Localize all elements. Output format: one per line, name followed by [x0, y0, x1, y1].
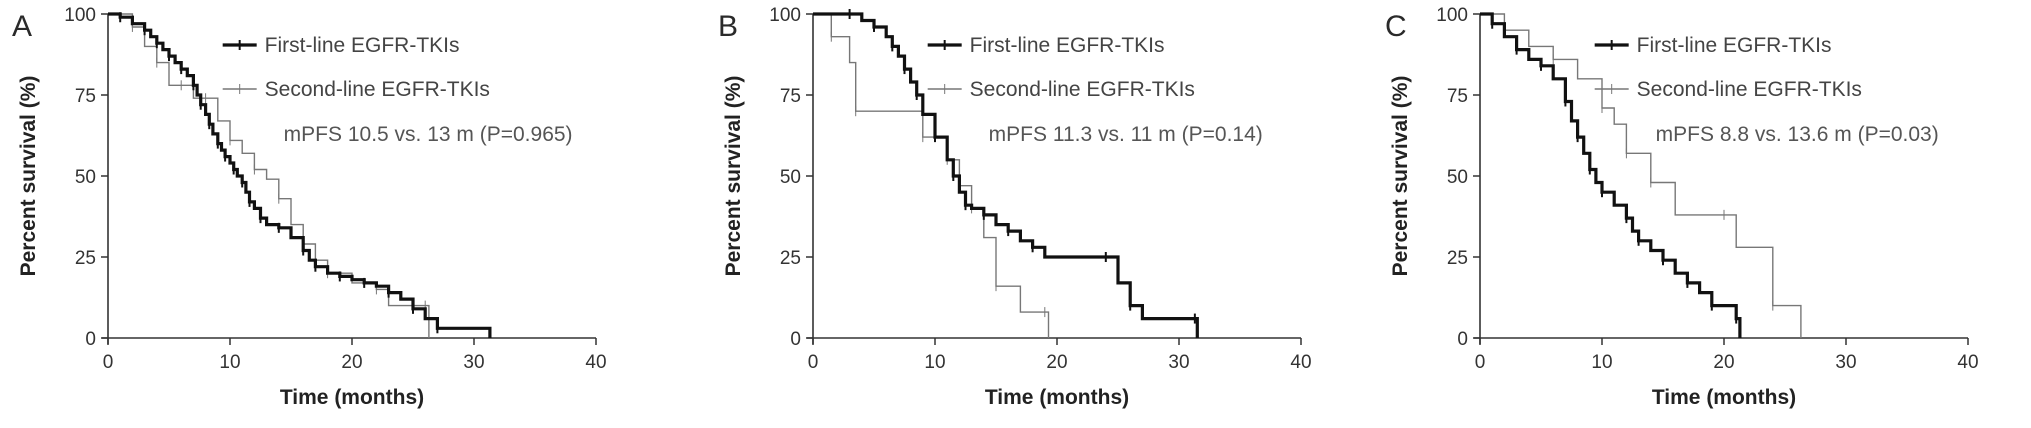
legend-label: First-line EGFR-TKIs — [1637, 34, 1832, 57]
x-tick-label: 10 — [219, 352, 240, 373]
legend-label: First-line EGFR-TKIs — [265, 34, 460, 57]
x-tick-label: 40 — [1290, 352, 1311, 373]
x-axis-title: Time (months) — [280, 386, 424, 409]
panel-letter: A — [12, 10, 32, 43]
x-tick-label: 30 — [1835, 352, 1856, 373]
x-tick-label: 40 — [1957, 352, 1978, 373]
x-tick-label: 20 — [1713, 352, 1734, 373]
series-line-second-line — [108, 13, 430, 338]
y-axis-title: Percent survival (%) — [17, 76, 40, 277]
x-tick-label: 20 — [341, 352, 362, 373]
x-tick-label: 30 — [1168, 352, 1189, 373]
y-tick-label: 25 — [1447, 248, 1468, 269]
x-axis-title: Time (months) — [985, 386, 1129, 409]
y-tick-label: 0 — [1457, 329, 1468, 350]
panel-b: B 0 25 50 75 100 0 10 20 30 40 Time (months) Percent… — [718, 5, 1312, 409]
y-tick-label: 50 — [75, 167, 96, 188]
panel-letter: B — [718, 10, 738, 43]
x-tick-label: 10 — [1591, 352, 1612, 373]
mpfs-annotation: mPFS 11.3 vs. 11 m (P=0.14) — [989, 123, 1263, 146]
x-tick-label: 0 — [808, 352, 819, 373]
legend-label: Second-line EGFR-TKIs — [1637, 78, 1862, 101]
mpfs-annotation: mPFS 10.5 vs. 13 m (P=0.965) — [284, 123, 573, 146]
series-line-first-line — [108, 12, 492, 338]
y-tick-label: 25 — [75, 248, 96, 269]
series-line-second-line — [1480, 13, 1802, 338]
x-tick-label: 40 — [585, 352, 606, 373]
y-tick-label: 75 — [780, 86, 801, 107]
y-tick-label: 100 — [769, 5, 801, 26]
y-tick-label: 0 — [790, 329, 801, 350]
series-line-second-line — [813, 13, 1050, 338]
y-tick-label: 50 — [1447, 167, 1468, 188]
x-tick-label: 0 — [1475, 352, 1486, 373]
y-tick-label: 50 — [780, 167, 801, 188]
x-tick-label: 30 — [463, 352, 484, 373]
y-axis-title: Percent survival (%) — [1389, 76, 1412, 277]
panel-c: C 0 25 50 75 100 0 10 20 30 40 Time (months) Percent… — [1385, 5, 1979, 409]
legend-label: Second-line EGFR-TKIs — [970, 78, 1195, 101]
x-tick-label: 10 — [924, 352, 945, 373]
panel-a: A 0 25 50 75 100 0 10 20 30 40 Time (months) Percent… — [12, 5, 607, 409]
x-tick-label: 20 — [1046, 352, 1067, 373]
y-axis-title: Percent survival (%) — [722, 76, 745, 277]
series-line-first-line — [1480, 12, 1742, 338]
y-tick-label: 75 — [1447, 86, 1468, 107]
y-tick-label: 100 — [1436, 5, 1468, 26]
y-tick-label: 100 — [64, 5, 96, 26]
y-tick-label: 75 — [75, 86, 96, 107]
y-tick-label: 25 — [780, 248, 801, 269]
legend-label: First-line EGFR-TKIs — [970, 34, 1165, 57]
y-tick-label: 0 — [85, 329, 96, 350]
mpfs-annotation: mPFS 8.8 vs. 13.6 m (P=0.03) — [1656, 123, 1939, 146]
legend-label: Second-line EGFR-TKIs — [265, 78, 490, 101]
series-line-first-line — [813, 12, 1199, 338]
x-axis-title: Time (months) — [1652, 386, 1796, 409]
x-tick-label: 0 — [103, 352, 114, 373]
panel-letter: C — [1385, 10, 1407, 43]
